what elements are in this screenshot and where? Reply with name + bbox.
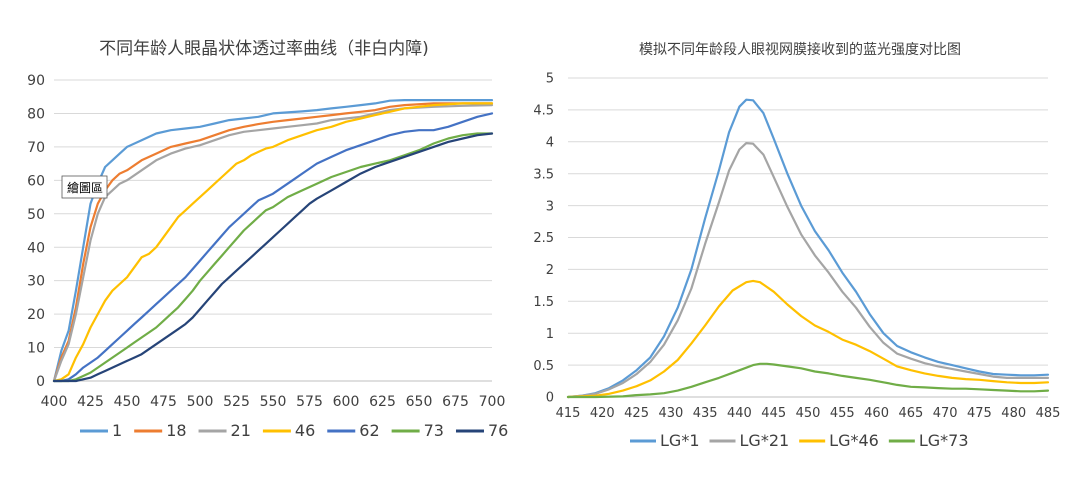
x-tick-label: 425 — [77, 394, 104, 410]
y-tick-label: 5 — [546, 72, 554, 87]
x-tick-label: 440 — [727, 406, 752, 421]
x-tick-label: 475 — [967, 406, 992, 421]
x-tick-label: 575 — [296, 394, 323, 410]
x-tick-label: 430 — [658, 406, 683, 421]
x-tick-label: 435 — [693, 406, 718, 421]
x-tick-label: 480 — [1001, 406, 1026, 421]
x-tick-label: 475 — [150, 394, 177, 410]
x-tick-label: 470 — [933, 406, 958, 421]
legend-label: 73 — [424, 421, 444, 440]
series-line-lg-1 — [566, 98, 1050, 399]
legend-label: 18 — [166, 421, 186, 440]
chart-title: 不同年龄人眼晶状体透过率曲线（非白内障) — [99, 39, 429, 59]
x-tick-label: 550 — [260, 394, 287, 410]
x-tick-label: 420 — [590, 406, 615, 421]
y-tick-label: 10 — [27, 341, 45, 357]
gridlines — [54, 79, 492, 382]
y-tick-label: 1.5 — [533, 295, 554, 310]
legend-label: LG*21 — [740, 431, 790, 450]
y-axis-ticks: 0 0.5 1 1.5 2 2.5 3 3.5 4 4.5 5 — [533, 72, 554, 406]
y-tick-label: 4.5 — [533, 104, 554, 119]
x-tick-label: 700 — [479, 394, 506, 410]
x-tick-label: 525 — [223, 394, 250, 410]
chart-transmittance: 不同年龄人眼晶状体透过率曲线（非白内障) 0 10 20 30 40 50 60 70 80 90… — [27, 39, 508, 440]
x-tick-label: 455 — [830, 406, 855, 421]
legend-label: LG*1 — [660, 431, 700, 450]
y-tick-label: 80 — [27, 106, 45, 122]
legend-label: 62 — [359, 421, 379, 440]
tooltip-box — [61, 175, 108, 199]
y-tick-label: 20 — [27, 307, 45, 323]
y-tick-label: 0 — [546, 391, 554, 406]
tooltip-text: 繪圖區 — [67, 180, 103, 195]
series-group — [52, 99, 494, 383]
y-tick-label: 3 — [546, 199, 554, 214]
x-tick-label: 485 — [1036, 406, 1061, 421]
y-tick-label: 90 — [27, 73, 45, 89]
series-line-lg-46 — [566, 279, 1050, 399]
x-tick-label: 500 — [187, 394, 214, 410]
y-tick-label: 0.5 — [533, 359, 554, 374]
series-line-lg-21 — [566, 142, 1050, 399]
series-line-76 — [52, 132, 494, 383]
x-tick-label: 625 — [369, 394, 396, 410]
chart-title: 模拟不同年龄段人眼视网膜接收到的蓝光强度对比图 — [639, 41, 961, 58]
x-tick-label: 650 — [406, 394, 433, 410]
series-line-lg-73 — [566, 362, 1050, 399]
y-tick-label: 60 — [27, 173, 45, 189]
y-tick-label: 40 — [27, 240, 45, 256]
legend-label: 76 — [488, 421, 508, 440]
y-tick-label: 2 — [546, 263, 554, 278]
series-line-62 — [52, 112, 494, 383]
legend-label: LG*46 — [829, 431, 879, 450]
y-tick-label: 50 — [27, 207, 45, 223]
y-tick-label: 0 — [36, 374, 45, 390]
legend-label: 1 — [112, 421, 122, 440]
y-tick-label: 4 — [546, 135, 554, 150]
x-axis-ticks: 415 420 425 430 435 440 445 450 455 460 465 470 475 4… — [556, 406, 1061, 421]
x-axis-ticks: 400 425 450 475 500 525 550 575 600 625 650 675 700 — [41, 394, 506, 410]
y-tick-label: 2.5 — [533, 231, 554, 246]
gridlines — [568, 77, 1048, 398]
x-tick-label: 600 — [333, 394, 360, 410]
series-line-46 — [52, 102, 494, 383]
x-tick-label: 400 — [41, 394, 68, 410]
x-tick-label: 460 — [864, 406, 889, 421]
x-tick-label: 450 — [796, 406, 821, 421]
y-tick-label: 70 — [27, 140, 45, 156]
legend: 1 18 21 46 62 73 76 — [80, 421, 508, 440]
y-tick-label: 1 — [546, 327, 554, 342]
plot-area-tooltip: 繪圖區 — [61, 175, 108, 199]
x-tick-label: 675 — [442, 394, 469, 410]
chart-blue-light: 模拟不同年龄段人眼视网膜接收到的蓝光强度对比图 0 0.5 1 1.5 2 2.5 3 3.5… — [533, 41, 1060, 450]
series-line-21 — [52, 104, 494, 383]
x-tick-label: 415 — [556, 406, 581, 421]
legend-label: 46 — [295, 421, 315, 440]
legend-label: 21 — [231, 421, 251, 440]
y-tick-label: 30 — [27, 274, 45, 290]
x-tick-label: 465 — [898, 406, 923, 421]
series-line-18 — [52, 102, 494, 383]
x-tick-label: 450 — [114, 394, 141, 410]
y-axis-ticks: 0 10 20 30 40 50 60 70 80 90 — [27, 73, 45, 390]
x-tick-label: 425 — [624, 406, 649, 421]
x-tick-label: 445 — [761, 406, 786, 421]
y-tick-label: 3.5 — [533, 167, 554, 182]
legend: LG*1 LG*21 LG*46 LG*73 — [630, 431, 969, 450]
series-group — [566, 98, 1050, 399]
legend-label: LG*73 — [919, 431, 969, 450]
series-line-73 — [52, 132, 494, 383]
